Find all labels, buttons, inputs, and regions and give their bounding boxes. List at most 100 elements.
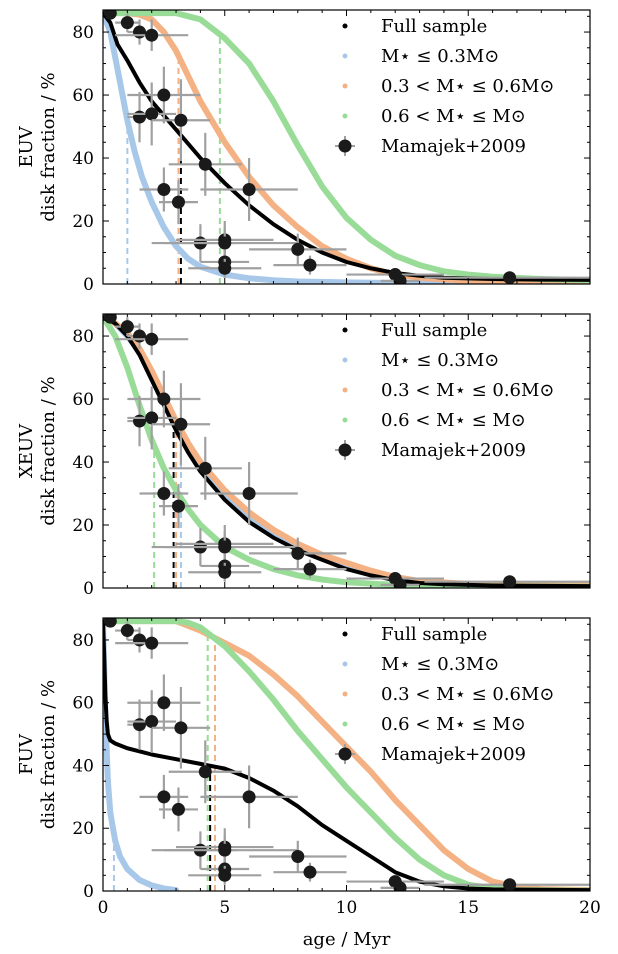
observation-point	[159, 484, 198, 529]
legend-marker-high	[342, 721, 348, 727]
y-tick-label: 20	[72, 819, 94, 839]
observation-point	[151, 383, 211, 466]
data-marker	[133, 25, 147, 39]
observation-point	[159, 180, 198, 225]
observation-point	[188, 258, 262, 278]
y-tick-label: 40	[72, 149, 94, 169]
legend-label-high: 0.6 < M⋆ ≤ M⊙	[381, 714, 526, 735]
observation-point	[249, 537, 347, 570]
data-marker	[145, 332, 159, 346]
legend-label-obs: Mamajek+2009	[381, 136, 526, 157]
x-tick-label: 20	[579, 898, 601, 918]
observation-point	[127, 386, 177, 450]
data-marker	[174, 113, 188, 127]
observation-point	[188, 865, 262, 885]
data-marker	[145, 636, 159, 650]
observation-point	[127, 690, 177, 753]
y-axis-label-band: XEUV	[16, 423, 37, 478]
observation-point	[380, 881, 420, 891]
data-marker	[242, 183, 256, 197]
legend-label-high: 0.6 < M⋆ ≤ M⊙	[381, 410, 526, 431]
y-axis-label-band: EUV	[16, 125, 37, 167]
data-marker	[303, 562, 317, 576]
observation-point	[151, 531, 298, 563]
data-marker	[157, 183, 171, 197]
observation-point	[139, 167, 189, 212]
observation-point	[249, 233, 347, 266]
data-marker	[303, 865, 317, 879]
data-marker	[120, 16, 134, 30]
legend-label-low: M⋆ ≤ 0.3M⊙	[381, 350, 499, 371]
y-tick-label: 0	[83, 275, 94, 295]
y-axis-label: disk fraction / %	[38, 680, 59, 829]
observation-point	[200, 765, 298, 829]
y-tick-label: 60	[72, 390, 94, 410]
observation-point	[103, 618, 117, 628]
legend-label-mid: 0.3 < M⋆ ≤ 0.6M⊙	[381, 380, 555, 401]
y-tick-label: 20	[72, 516, 94, 536]
observation-point	[139, 471, 189, 516]
legend-marker-high	[342, 113, 348, 119]
data-marker	[120, 320, 134, 334]
data-marker	[133, 329, 147, 343]
y-axis-label-band: FUV	[16, 733, 37, 775]
data-marker	[291, 849, 305, 863]
observation-point	[380, 274, 420, 284]
legend-marker-mid	[342, 691, 348, 697]
data-marker	[103, 618, 117, 628]
observation-point	[200, 158, 298, 222]
observation-point	[115, 323, 189, 355]
observation-point	[200, 462, 298, 526]
data-marker	[157, 88, 171, 102]
legend-label-full: Full sample	[381, 624, 487, 645]
observation-point	[103, 314, 117, 324]
y-tick-label: 60	[72, 86, 94, 106]
observation-point	[115, 317, 140, 337]
legend-label-mid: 0.3 < M⋆ ≤ 0.6M⊙	[381, 684, 555, 705]
observation-point	[159, 787, 198, 832]
data-marker	[218, 565, 232, 579]
data-marker	[218, 261, 232, 275]
legend-marker-mid	[342, 83, 348, 89]
observation-point	[424, 878, 590, 891]
panel-euv: 0 20 40 60 80 EUV disk fraction / % Full sample…	[16, 9, 591, 295]
data-marker	[393, 274, 407, 284]
legend-marker-low	[342, 357, 348, 363]
observation-point	[127, 82, 177, 146]
legend-label-obs: Mamajek+2009	[381, 744, 526, 765]
data-marker	[157, 696, 171, 710]
data-marker	[218, 540, 232, 554]
x-tick-label: 15	[457, 898, 479, 918]
data-marker	[218, 236, 232, 250]
data-marker	[393, 881, 407, 891]
data-marker	[157, 392, 171, 406]
series-line-low	[103, 618, 180, 891]
observation-point	[424, 575, 590, 588]
data-marker	[218, 843, 232, 857]
x-tick-label: 0	[98, 898, 109, 918]
observation-point	[151, 227, 298, 259]
legend: Full sample M⋆ ≤ 0.3M⊙ 0.3 < M⋆ ≤ 0.6M⊙ 0.6…	[335, 320, 555, 461]
observation-point	[424, 271, 590, 284]
data-marker	[171, 802, 185, 816]
observation-point	[115, 19, 189, 51]
data-marker	[103, 314, 117, 324]
observation-point	[188, 562, 262, 582]
observation-point	[115, 627, 189, 659]
observation-point	[115, 621, 140, 640]
legend-marker-obs	[338, 139, 352, 153]
data-marker	[145, 107, 159, 121]
legend-label-low: M⋆ ≤ 0.3M⊙	[381, 46, 499, 67]
legend-label-full: Full sample	[381, 16, 487, 37]
data-marker	[503, 271, 517, 284]
data-marker	[174, 721, 188, 735]
legend: Full sample M⋆ ≤ 0.3M⊙ 0.3 < M⋆ ≤ 0.6M⊙ 0.6…	[335, 624, 555, 765]
observation-point	[139, 774, 189, 819]
legend-marker-full	[342, 23, 348, 29]
observation-point	[273, 862, 347, 882]
legend: Full sample M⋆ ≤ 0.3M⊙ 0.3 < M⋆ ≤ 0.6M⊙ 0.6…	[335, 16, 555, 157]
legend-label-full: Full sample	[381, 320, 487, 341]
y-tick-label: 80	[72, 23, 94, 43]
y-tick-label: 80	[72, 327, 94, 347]
data-marker	[145, 715, 159, 729]
